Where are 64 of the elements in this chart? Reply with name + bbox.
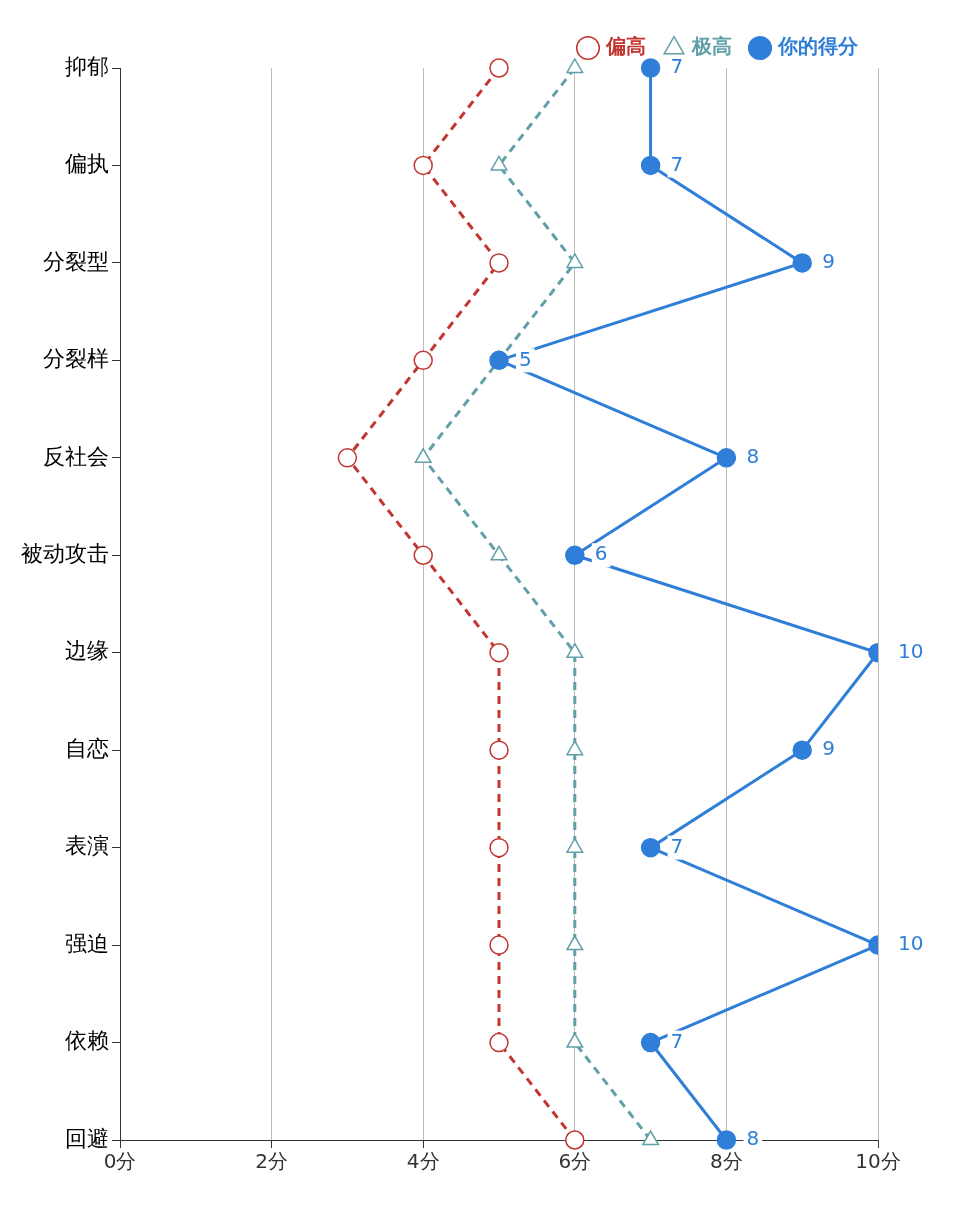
y-tick-label: 回避	[65, 1125, 109, 1151]
point	[490, 545, 508, 561]
x-tick-label: 8分	[710, 1149, 743, 1174]
y-tick-label: 抑郁	[65, 53, 109, 79]
point	[489, 58, 509, 78]
point	[566, 58, 584, 74]
point	[489, 740, 509, 760]
y-tick-label: 被动攻击	[21, 540, 109, 566]
point	[337, 448, 358, 468]
data-label: 7	[670, 833, 684, 858]
legend-label: 极高	[691, 34, 732, 59]
point	[792, 740, 812, 760]
point	[716, 1130, 737, 1150]
point	[640, 1032, 661, 1053]
data-label: 5	[519, 346, 532, 371]
data-label: 9	[822, 736, 835, 761]
point	[792, 253, 812, 273]
point	[413, 350, 433, 371]
data-label: 10	[898, 931, 924, 956]
point	[640, 155, 661, 176]
point	[640, 837, 661, 858]
data-label: 7	[670, 151, 684, 176]
point	[716, 448, 737, 468]
x-tick-label: 2分	[255, 1149, 288, 1174]
y-tick-label: 强迫	[65, 930, 109, 956]
data-label: 8	[746, 1126, 760, 1151]
point	[565, 1130, 585, 1150]
y-tick-label: 表演	[65, 833, 109, 859]
point	[642, 1130, 660, 1146]
point	[489, 642, 509, 663]
point	[489, 837, 509, 858]
point	[566, 740, 584, 756]
point	[489, 350, 509, 371]
y-tick-label: 偏执	[65, 151, 109, 177]
data-label: 9	[822, 249, 835, 274]
point	[414, 448, 432, 464]
x-tick-label: 10分	[855, 1149, 901, 1174]
data-label: 10	[898, 638, 924, 663]
point	[566, 837, 584, 853]
legend-label: 你的得分	[777, 34, 859, 59]
data-label: 7	[670, 54, 684, 79]
data-label: 6	[594, 541, 608, 566]
y-tick-label: 反社会	[43, 443, 109, 469]
data-label: 8	[746, 444, 760, 469]
point	[489, 935, 509, 955]
data-label: 7	[670, 1028, 684, 1053]
y-tick-label: 自恋	[65, 735, 109, 761]
x-tick-label: 6分	[558, 1149, 592, 1174]
point	[566, 935, 584, 951]
point	[413, 155, 433, 176]
point	[413, 545, 433, 566]
y-tick-label: 依赖	[65, 1028, 109, 1054]
y-tick-label: 边缘	[65, 638, 109, 664]
point	[489, 253, 509, 273]
point	[565, 545, 585, 566]
y-tick-label: 分裂型	[43, 248, 109, 274]
x-tick-label: 0分	[103, 1149, 137, 1174]
y-tick-label: 分裂样	[43, 346, 109, 372]
legend-label: 偏高	[605, 34, 646, 59]
point	[566, 253, 584, 269]
point	[640, 58, 661, 78]
point	[566, 1032, 584, 1048]
x-tick-label: 4分	[406, 1149, 440, 1174]
point	[489, 1032, 509, 1053]
